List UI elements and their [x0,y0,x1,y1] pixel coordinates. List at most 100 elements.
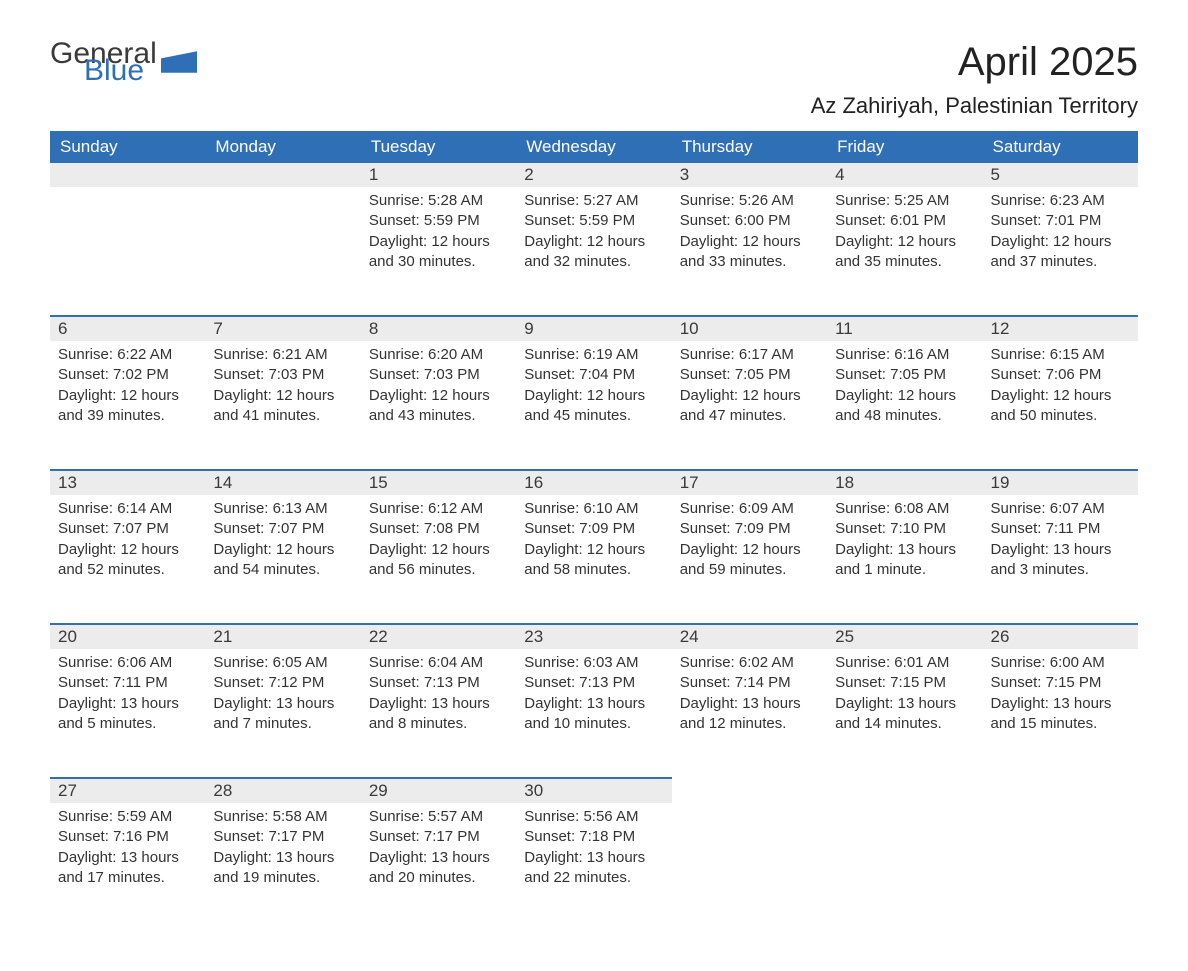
sunrise-line: Sunrise: 6:15 AM [991,345,1130,365]
day-cell: Sunrise: 6:22 AMSunset: 7:02 PMDaylight:… [50,341,205,440]
weekday-header: Tuesday [361,131,516,163]
day-cell: Sunrise: 6:12 AMSunset: 7:08 PMDaylight:… [361,495,516,594]
day-number: 13 [50,469,205,495]
day-number: 23 [516,623,671,649]
day-cell: Sunrise: 6:10 AMSunset: 7:09 PMDaylight:… [516,495,671,594]
day-cell: Sunrise: 6:08 AMSunset: 7:10 PMDaylight:… [827,495,982,594]
day-number: 4 [827,163,982,187]
day-cell: Sunrise: 6:14 AMSunset: 7:07 PMDaylight:… [50,495,205,594]
day-cell: Sunrise: 6:17 AMSunset: 7:05 PMDaylight:… [672,341,827,440]
day-number: 16 [516,469,671,495]
daylight-line: Daylight: 12 hours and 33 minutes. [680,232,819,273]
daylight-line: Daylight: 13 hours and 14 minutes. [835,694,974,735]
day-number: 20 [50,623,205,649]
sunrise-line: Sunrise: 6:02 AM [680,653,819,673]
day-cell: Sunrise: 5:58 AMSunset: 7:17 PMDaylight:… [205,803,360,902]
empty-cell [50,187,205,315]
sunset-line: Sunset: 7:17 PM [213,827,352,847]
sunset-line: Sunset: 7:16 PM [58,827,197,847]
day-number: 2 [516,163,671,187]
sunrise-line: Sunrise: 6:10 AM [524,499,663,519]
empty-cell [672,803,827,931]
day-cell: Sunrise: 6:04 AMSunset: 7:13 PMDaylight:… [361,649,516,748]
weekday-header: Sunday [50,131,205,163]
brand-flag-icon [161,51,197,73]
weekday-header: Friday [827,131,982,163]
sunset-line: Sunset: 7:13 PM [369,673,508,693]
week-daynum-row: 27282930 [50,777,1138,803]
day-number: 11 [827,315,982,341]
sunrise-line: Sunrise: 6:04 AM [369,653,508,673]
sunrise-line: Sunrise: 6:22 AM [58,345,197,365]
day-cell: Sunrise: 6:21 AMSunset: 7:03 PMDaylight:… [205,341,360,440]
daylight-line: Daylight: 12 hours and 41 minutes. [213,386,352,427]
day-cell: Sunrise: 5:27 AMSunset: 5:59 PMDaylight:… [516,187,671,286]
day-cell: Sunrise: 6:20 AMSunset: 7:03 PMDaylight:… [361,341,516,440]
daylight-line: Daylight: 13 hours and 19 minutes. [213,848,352,889]
sunrise-line: Sunrise: 6:21 AM [213,345,352,365]
day-number: 18 [827,469,982,495]
week-data-row: Sunrise: 6:06 AMSunset: 7:11 PMDaylight:… [50,649,1138,777]
day-cell: Sunrise: 5:56 AMSunset: 7:18 PMDaylight:… [516,803,671,902]
day-cell: Sunrise: 6:16 AMSunset: 7:05 PMDaylight:… [827,341,982,440]
sunrise-line: Sunrise: 6:23 AM [991,191,1130,211]
sunset-line: Sunset: 7:15 PM [835,673,974,693]
day-cell: Sunrise: 5:57 AMSunset: 7:17 PMDaylight:… [361,803,516,902]
sunrise-line: Sunrise: 5:59 AM [58,807,197,827]
week-data-row: Sunrise: 5:59 AMSunset: 7:16 PM Daylight:… [50,803,1138,931]
day-cell: Sunrise: 6:06 AMSunset: 7:11 PMDaylight:… [50,649,205,748]
daylight-line: Daylight: 13 hours and 5 minutes. [58,694,197,735]
sunrise-line: Sunrise: 6:16 AM [835,345,974,365]
sunset-line: Sunset: 7:13 PM [524,673,663,693]
sunset-line: Sunset: 7:09 PM [680,519,819,539]
day-cell: Sunrise: 6:02 AMSunset: 7:14 PMDaylight:… [672,649,827,748]
sunset-line: Sunset: 7:03 PM [213,365,352,385]
location-subtitle: Az Zahiriyah, Palestinian Territory [50,93,1138,119]
sunset-line: Sunset: 7:14 PM [680,673,819,693]
sunset-line: Sunset: 7:15 PM [991,673,1130,693]
sunrise-line: Sunrise: 6:09 AM [680,499,819,519]
sunrise-line: Sunrise: 6:08 AM [835,499,974,519]
daylight-line: Daylight: 13 hours and 20 minutes. [369,848,508,889]
day-number: 9 [516,315,671,341]
day-number: 12 [983,315,1138,341]
day-cell: Sunrise: 6:07 AMSunset: 7:11 PMDaylight:… [983,495,1138,594]
daylight-line: Daylight: 12 hours and 39 minutes. [58,386,197,427]
sunrise-line: Sunrise: 5:25 AM [835,191,974,211]
calendar-table: Sunday Monday Tuesday Wednesday Thursday… [50,131,1138,931]
week-daynum-row: 6789101112 [50,315,1138,341]
day-number: 27 [50,777,205,803]
day-number: 6 [50,315,205,341]
daylight-line: Daylight: 12 hours and 45 minutes. [524,386,663,427]
sunrise-line: Sunrise: 6:20 AM [369,345,508,365]
day-number: 7 [205,315,360,341]
weekday-header: Monday [205,131,360,163]
day-number: 24 [672,623,827,649]
sunset-line: Sunset: 7:02 PM [58,365,197,385]
sunset-line: Sunset: 7:10 PM [835,519,974,539]
daylight-line: Daylight: 12 hours and 58 minutes. [524,540,663,581]
brand-logo: General Blue [50,40,197,84]
day-number: 21 [205,623,360,649]
daylight-line: Daylight: 12 hours and 32 minutes. [524,232,663,273]
daylight-line: Daylight: 12 hours and 50 minutes. [991,386,1130,427]
sunset-line: Sunset: 7:18 PM [524,827,663,847]
sunset-line: Sunset: 7:04 PM [524,365,663,385]
weekday-header: Wednesday [516,131,671,163]
sunrise-line: Sunrise: 6:17 AM [680,345,819,365]
sunrise-line: Sunrise: 6:03 AM [524,653,663,673]
sunset-line: Sunset: 7:11 PM [58,673,197,693]
sunset-line: Sunset: 7:17 PM [369,827,508,847]
empty-cell [205,187,360,315]
daylight-line: Daylight: 13 hours and 22 minutes. [524,848,663,889]
daylight-line: Daylight: 12 hours and 59 minutes. [680,540,819,581]
week-daynum-row: 20212223242526 [50,623,1138,649]
sunset-line: Sunset: 7:05 PM [835,365,974,385]
sunset-line: Sunset: 5:59 PM [524,211,663,231]
day-number: 30 [516,777,671,803]
day-number: 5 [983,163,1138,187]
daylight-line: Daylight: 13 hours and 12 minutes. [680,694,819,735]
day-number: 1 [361,163,516,187]
day-cell: Sunrise: 6:23 AMSunset: 7:01 PMDaylight:… [983,187,1138,286]
week-data-row: Sunrise: 5:28 AMSunset: 5:59 PMDaylight:… [50,187,1138,315]
